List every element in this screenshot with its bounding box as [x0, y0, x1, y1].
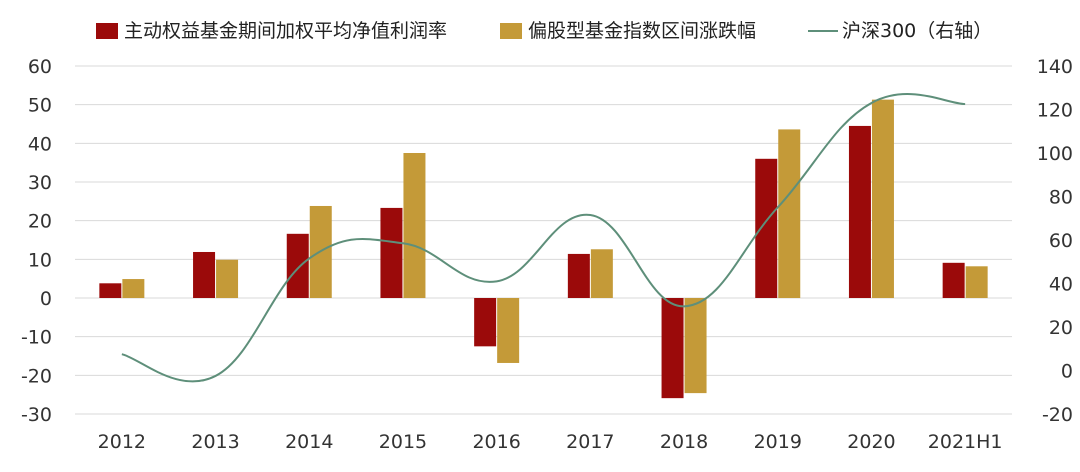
- bar-index-change-2015: [403, 153, 426, 298]
- bar-profit-rate-2016: [474, 298, 497, 347]
- line-layer: [121, 93, 966, 383]
- x-tick-label: 2020: [847, 431, 895, 453]
- y-right-tick-label: 140: [1037, 56, 1073, 78]
- y-left-tick-label: -30: [21, 404, 52, 426]
- legend: 主动权益基金期间加权平均净值利润率 偏股型基金指数区间涨跌幅 沪深300（右轴）: [96, 20, 992, 42]
- y-left-tick-label: 20: [28, 211, 52, 233]
- bar-index-change-2018: [684, 298, 707, 394]
- y-right-tick-label: 80: [1049, 187, 1073, 209]
- x-tick-label: 2012: [98, 431, 146, 453]
- bar-index-change-2019: [778, 129, 801, 298]
- legend-swatch-profit-rate: [96, 23, 118, 39]
- bar-profit-rate-2020: [848, 125, 871, 298]
- y-right-tick-label: 60: [1049, 230, 1073, 252]
- x-tick-label: 2016: [472, 431, 520, 453]
- bar-layer: [99, 99, 988, 399]
- x-tick-label: 2015: [379, 431, 427, 453]
- bar-profit-rate-2013: [193, 251, 216, 298]
- y-left-tick-label: -20: [21, 365, 52, 387]
- x-tick-label: 2018: [660, 431, 708, 453]
- x-tick-label: 2013: [191, 431, 239, 453]
- legend-item-csi300: 沪深300（右轴）: [808, 20, 992, 42]
- x-tick-label: 2019: [754, 431, 802, 453]
- line-csi300: [121, 93, 966, 383]
- bar-index-change-2013: [216, 259, 239, 298]
- bar-profit-rate-2012: [99, 283, 122, 298]
- legend-label-csi300: 沪深300（右轴）: [842, 20, 992, 42]
- y-right-tick-label: 120: [1037, 100, 1073, 122]
- y-right-tick-label: 40: [1049, 274, 1073, 296]
- bar-index-change-2021h1: [965, 266, 988, 298]
- legend-item-profit-rate: 主动权益基金期间加权平均净值利润率: [96, 20, 447, 42]
- y-right-tick-label: 100: [1037, 143, 1073, 165]
- bar-profit-rate-2021h1: [942, 262, 965, 298]
- y-left-tick-label: -10: [21, 327, 52, 349]
- x-tick-label: 2021H1: [928, 431, 1003, 453]
- x-tick-label: 2014: [285, 431, 333, 453]
- y-right-tick-label: -20: [1042, 404, 1073, 426]
- bar-index-change-2012: [122, 279, 145, 298]
- bar-index-change-2020: [871, 99, 894, 298]
- y-left-tick-label: 40: [28, 133, 52, 155]
- y-left-tick-label: 30: [28, 172, 52, 194]
- legend-swatch-index-change: [500, 23, 522, 39]
- bar-index-change-2016: [497, 298, 520, 363]
- y-left-tick-label: 60: [28, 56, 52, 78]
- bar-profit-rate-2014: [286, 233, 309, 298]
- bar-profit-rate-2017: [567, 253, 590, 298]
- legend-item-index-change: 偏股型基金指数区间涨跌幅: [500, 20, 756, 42]
- x-tick-label: 2017: [566, 431, 614, 453]
- y-left-tick-label: 50: [28, 95, 52, 117]
- bar-profit-rate-2018: [661, 298, 684, 399]
- y-right-tick-label: 20: [1049, 317, 1073, 339]
- axis-layer: 6050403020100-10-20-30140120100806040200…: [21, 56, 1073, 453]
- y-left-tick-label: 10: [28, 249, 52, 271]
- bar-profit-rate-2015: [380, 207, 403, 298]
- legend-label-index-change: 偏股型基金指数区间涨跌幅: [528, 20, 756, 42]
- bar-index-change-2017: [590, 249, 613, 298]
- y-right-tick-label: 0: [1061, 361, 1073, 383]
- legend-label-profit-rate: 主动权益基金期间加权平均净值利润率: [124, 20, 447, 42]
- y-left-tick-label: 0: [40, 288, 52, 310]
- grid-layer: [75, 65, 1012, 415]
- bar-profit-rate-2019: [755, 158, 778, 298]
